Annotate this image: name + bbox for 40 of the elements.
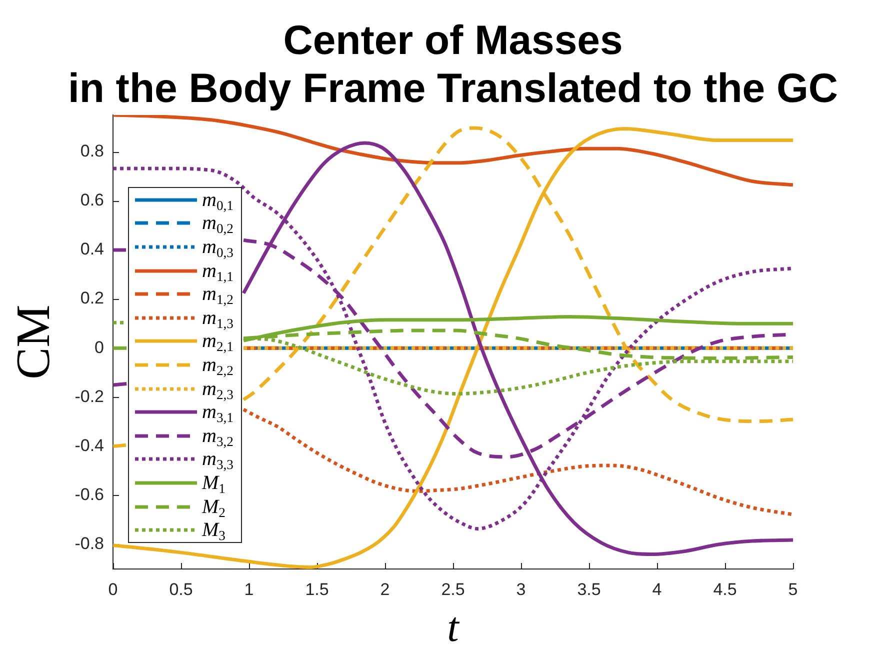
y-tick-label: 0.2 <box>80 288 104 308</box>
x-tick-label: 5 <box>788 580 798 599</box>
legend-label: M$_{3}$ <box>202 519 226 544</box>
y-tick-label: 0.6 <box>80 190 104 210</box>
x-tick-label: 3 <box>516 580 526 599</box>
x-tick-label: 4.5 <box>713 580 737 599</box>
legend-label: M$_{2}$ <box>202 496 226 520</box>
y-axis-title: CM <box>7 304 60 380</box>
legend-label: m$_{2,2}$ <box>202 354 234 378</box>
legend-label: m$_{1,1}$ <box>202 260 234 284</box>
legend-label: m$_{3,1}$ <box>202 401 234 426</box>
x-tick-label: 1.5 <box>305 580 329 599</box>
y-tick-label: -0.4 <box>74 436 104 455</box>
x-tick-label: 0.5 <box>169 580 193 599</box>
legend-label: m$_{2,1}$ <box>202 330 234 354</box>
chart-title: Center of Masses in the Body Frame Translated to the GC <box>66 16 839 112</box>
x-tick-label: 1 <box>244 580 254 599</box>
legend-label: m$_{0,2}$ <box>202 212 234 236</box>
legend-label: m$_{1,2}$ <box>202 283 234 308</box>
x-axis-title: t <box>447 605 459 651</box>
y-tick-label: -0.2 <box>74 386 104 406</box>
legend-label: M$_{1}$ <box>202 472 226 496</box>
x-tick-label: 3.5 <box>577 580 601 599</box>
y-tick-label: -0.6 <box>74 485 104 504</box>
line-series <box>242 408 793 516</box>
legend-label: m$_{0,1}$ <box>202 188 234 213</box>
line-series <box>113 115 793 187</box>
x-tick-label: 4 <box>652 580 662 599</box>
y-tick-label: -0.8 <box>74 534 104 554</box>
legend-label: m$_{2,3}$ <box>202 378 234 402</box>
y-tick-label: 0.4 <box>80 240 104 259</box>
y-tick-label: 0.8 <box>80 142 104 160</box>
x-tick-label: 2.5 <box>441 580 465 599</box>
x-tick-label: 0 <box>108 580 118 599</box>
legend-label: m$_{0,3}$ <box>202 236 234 260</box>
x-tick-label: 2 <box>380 580 390 599</box>
y-tick-label: 0 <box>94 338 104 357</box>
legend-label: m$_{1,3}$ <box>202 306 234 331</box>
legend-label: m$_{3,2}$ <box>202 424 234 449</box>
legend-label: m$_{3,3}$ <box>202 448 234 472</box>
